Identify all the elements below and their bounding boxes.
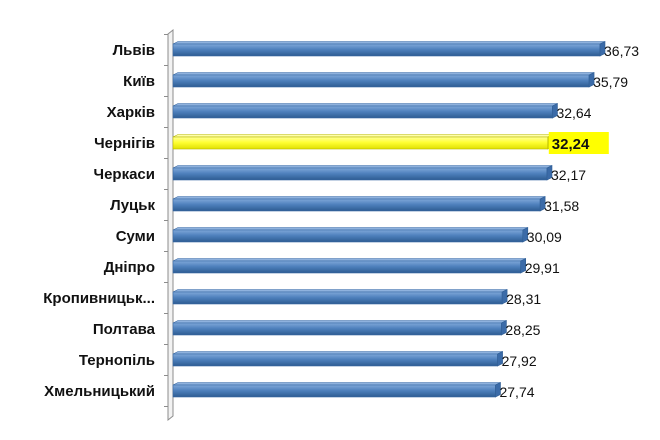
bar-top-face <box>172 41 606 45</box>
bar <box>172 165 553 181</box>
bar <box>172 382 501 398</box>
bar-top-face <box>172 382 501 386</box>
value-label: 28,31 <box>506 291 541 307</box>
bar-front-face <box>172 322 502 336</box>
value-axis-wall <box>167 28 174 422</box>
bar-end-cap <box>599 41 606 57</box>
bar-end-cap <box>501 289 508 305</box>
category-label: Чернігів <box>94 135 155 152</box>
value-label: 29,91 <box>525 260 560 276</box>
bar-top-face <box>172 196 546 200</box>
bar-front-face <box>172 291 503 305</box>
bar-front-face <box>172 105 553 119</box>
category-label: Харків <box>107 104 155 121</box>
value-label: 32,24 <box>552 136 590 153</box>
category-label: Луцьк <box>110 197 155 214</box>
bar-top-face <box>172 258 526 262</box>
highlight-label-background <box>548 132 609 154</box>
category-label: Київ <box>123 73 155 90</box>
bar-top-face <box>172 351 503 355</box>
bar <box>172 72 595 88</box>
bar-end-cap <box>497 351 503 367</box>
category-label: Суми <box>116 228 155 245</box>
bar <box>172 227 529 243</box>
bar <box>172 41 606 57</box>
bar <box>172 103 558 119</box>
value-label: 27,92 <box>502 353 537 369</box>
category-label: Полтава <box>93 321 156 338</box>
bar-top-face <box>172 165 553 169</box>
bar-top-face <box>172 289 508 293</box>
bar-front-face <box>172 229 524 243</box>
bar-end-cap <box>501 320 507 336</box>
bar-end-cap <box>522 227 529 243</box>
value-label: 35,79 <box>593 74 628 90</box>
bar-end-cap <box>552 103 558 119</box>
value-label: 36,73 <box>604 43 639 59</box>
value-label: 30,09 <box>527 229 562 245</box>
bar-end-cap <box>539 196 546 212</box>
bar-front-face <box>172 353 498 367</box>
bar-end-cap <box>588 72 595 88</box>
bar <box>172 289 508 305</box>
bar-front-face <box>172 167 548 181</box>
bar-top-face <box>172 72 595 76</box>
bar <box>172 320 507 336</box>
value-label: 28,25 <box>505 322 540 338</box>
category-label: Кропивницьк... <box>43 290 155 307</box>
value-label: 27,74 <box>499 384 534 400</box>
bar <box>172 134 554 150</box>
category-label: Черкаси <box>94 166 155 183</box>
bar-front-face <box>172 136 549 150</box>
bar-end-cap <box>495 382 501 398</box>
bar-front-face <box>172 198 541 212</box>
bar-top-face <box>172 320 507 324</box>
value-label: 31,58 <box>544 198 579 214</box>
value-label: 32,64 <box>556 105 591 121</box>
bar-front-face <box>172 43 601 57</box>
bar <box>172 196 546 212</box>
bar-front-face <box>172 74 590 88</box>
category-label: Тернопіль <box>79 352 155 369</box>
bar <box>172 258 527 274</box>
bar <box>172 351 503 367</box>
bar-front-face <box>172 260 522 274</box>
bar-top-face <box>172 134 553 138</box>
value-label: 32,17 <box>551 167 586 183</box>
bar-top-face <box>172 103 558 107</box>
category-label: Львів <box>113 42 155 59</box>
category-label: Дніпро <box>104 259 155 276</box>
category-label: Хмельницький <box>44 383 155 400</box>
bar-front-face <box>172 384 496 398</box>
bar-end-cap <box>546 165 553 181</box>
bar-top-face <box>172 227 528 231</box>
bar-end-cap <box>520 258 527 274</box>
